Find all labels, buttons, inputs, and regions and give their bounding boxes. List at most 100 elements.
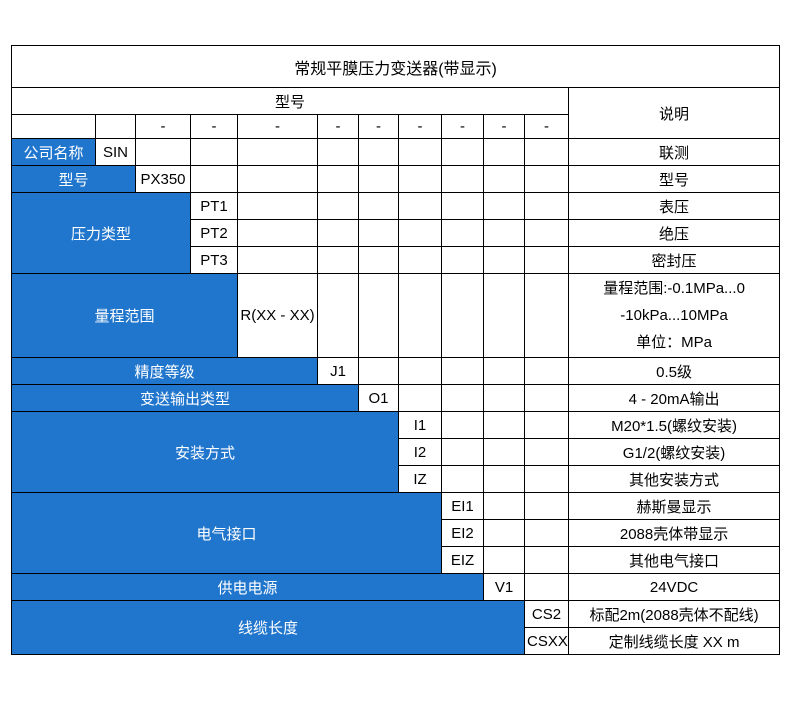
page-title: 常规平膜压力变送器(带显示) bbox=[10, 45, 781, 88]
empty-cell bbox=[358, 192, 399, 220]
group-label-installation: 安装方式 bbox=[11, 411, 399, 493]
group-label-company-name: 公司名称 bbox=[11, 138, 96, 166]
empty-cell bbox=[237, 192, 318, 220]
empty-cell bbox=[524, 492, 569, 520]
electrical-interface-row: EI2 2088壳体带显示 bbox=[12, 519, 781, 547]
electrical-interface-row: 电气接口 EI1 赫斯曼显示 bbox=[11, 492, 781, 574]
empty-cell bbox=[317, 219, 359, 247]
model-row: 型号 PX350 型号 bbox=[11, 165, 781, 193]
code-pt1: PT1 bbox=[190, 192, 238, 220]
cable-length-row: CSXX 定制线缆长度 XX m bbox=[12, 627, 781, 655]
code-pt3: PT3 bbox=[190, 246, 238, 274]
desc-output-type: 4 - 20mA输出 bbox=[567, 384, 781, 412]
empty-cell bbox=[237, 219, 318, 247]
accuracy-row: 精度等级 J1 0.5级 bbox=[11, 357, 781, 385]
empty-cell bbox=[483, 384, 525, 412]
empty-cell bbox=[441, 357, 484, 385]
empty-cell bbox=[524, 273, 569, 358]
empty-cell bbox=[237, 165, 318, 193]
group-label-cable-length: 线缆长度 bbox=[11, 600, 525, 655]
empty-cell bbox=[524, 165, 569, 193]
empty-cell bbox=[398, 165, 442, 193]
code-ei1: EI1 bbox=[441, 492, 484, 520]
empty-cell bbox=[524, 357, 569, 385]
group-label-power-supply: 供电电源 bbox=[11, 573, 484, 601]
pressure-type-row: 压力类型 PT1 表压 bbox=[11, 192, 781, 274]
dash-cell: - bbox=[317, 114, 359, 139]
dash-cell: - bbox=[483, 114, 525, 139]
code-range: R(XX - XX) bbox=[237, 273, 318, 358]
desc-ei2: 2088壳体带显示 bbox=[567, 519, 781, 547]
dash-cell: - bbox=[441, 114, 484, 139]
empty-cell bbox=[398, 384, 442, 412]
desc-power-supply: 24VDC bbox=[567, 573, 781, 601]
empty-cell bbox=[483, 357, 525, 385]
company-name-row: 公司名称 SIN 联测 bbox=[11, 138, 781, 166]
desc-i1: M20*1.5(螺纹安装) bbox=[567, 411, 781, 439]
pressure-type-row: PT3 密封压 bbox=[12, 246, 781, 274]
desc-cs2: 标配2m(2088壳体不配线) bbox=[567, 600, 781, 628]
empty-cell bbox=[483, 273, 525, 358]
title-row: 常规平膜压力变送器(带显示) bbox=[10, 45, 781, 88]
empty-cell bbox=[524, 546, 569, 574]
empty-cell bbox=[441, 219, 484, 247]
range-desc-line: 量程范围:-0.1MPa...0 bbox=[603, 280, 745, 297]
empty-cell bbox=[358, 165, 399, 193]
empty-cell bbox=[317, 138, 359, 166]
desc-iz: 其他安装方式 bbox=[567, 465, 781, 493]
desc-pt2: 绝压 bbox=[567, 219, 781, 247]
empty-cell bbox=[358, 246, 399, 274]
group-label-model: 型号 bbox=[11, 165, 136, 193]
empty-cell bbox=[135, 138, 191, 166]
code-pt2: PT2 bbox=[190, 219, 238, 247]
desc-ei1: 赫斯曼显示 bbox=[567, 492, 781, 520]
desc-pt3: 密封压 bbox=[567, 246, 781, 274]
output-type-row: 变送输出类型 O1 4 - 20mA输出 bbox=[11, 384, 781, 412]
empty-cell bbox=[483, 438, 525, 466]
empty-cell bbox=[398, 246, 442, 274]
code-iz: IZ bbox=[398, 465, 442, 493]
code-ei2: EI2 bbox=[441, 519, 484, 547]
dash-cell: - bbox=[190, 114, 238, 139]
empty-cell bbox=[358, 357, 399, 385]
electrical-interface-row: EIZ 其他电气接口 bbox=[12, 546, 781, 574]
empty-cell bbox=[524, 246, 569, 274]
code-cs2: CS2 bbox=[524, 600, 569, 628]
empty-cell bbox=[483, 492, 525, 520]
empty-cell bbox=[317, 165, 359, 193]
empty-cell bbox=[237, 246, 318, 274]
empty-cell bbox=[441, 411, 484, 439]
empty-cell bbox=[358, 273, 399, 358]
model-header: 型号 bbox=[11, 87, 569, 115]
dash-cell: - bbox=[524, 114, 569, 139]
empty-cell bbox=[483, 138, 525, 166]
empty-cell bbox=[398, 357, 442, 385]
power-supply-row: 供电电源 V1 24VDC bbox=[11, 573, 781, 601]
empty-cell bbox=[441, 192, 484, 220]
desc-range: 量程范围:-0.1MPa...0 -10kPa...10MPa 单位：MPa bbox=[567, 273, 781, 358]
group-label-range: 量程范围 bbox=[11, 273, 238, 358]
range-desc-line: 单位：MPa bbox=[636, 334, 712, 351]
code-csxx: CSXX bbox=[524, 627, 569, 655]
empty-cell bbox=[441, 465, 484, 493]
empty-cell bbox=[483, 246, 525, 274]
desc-csxx: 定制线缆长度 XX m bbox=[567, 627, 781, 655]
empty-cell bbox=[95, 114, 136, 139]
empty-cell bbox=[524, 411, 569, 439]
empty-cell bbox=[441, 138, 484, 166]
empty-cell bbox=[483, 192, 525, 220]
empty-cell bbox=[398, 192, 442, 220]
empty-cell bbox=[441, 246, 484, 274]
empty-cell bbox=[190, 138, 238, 166]
header-row: 型号 说明 bbox=[11, 87, 781, 139]
group-label-accuracy: 精度等级 bbox=[11, 357, 318, 385]
empty-cell bbox=[524, 438, 569, 466]
empty-cell bbox=[524, 192, 569, 220]
empty-cell bbox=[524, 519, 569, 547]
code-j1: J1 bbox=[317, 357, 359, 385]
dash-cell: - bbox=[237, 114, 318, 139]
installation-row: IZ 其他安装方式 bbox=[12, 465, 781, 493]
dash-cell: - bbox=[135, 114, 191, 139]
empty-cell bbox=[190, 165, 238, 193]
empty-cell bbox=[483, 465, 525, 493]
